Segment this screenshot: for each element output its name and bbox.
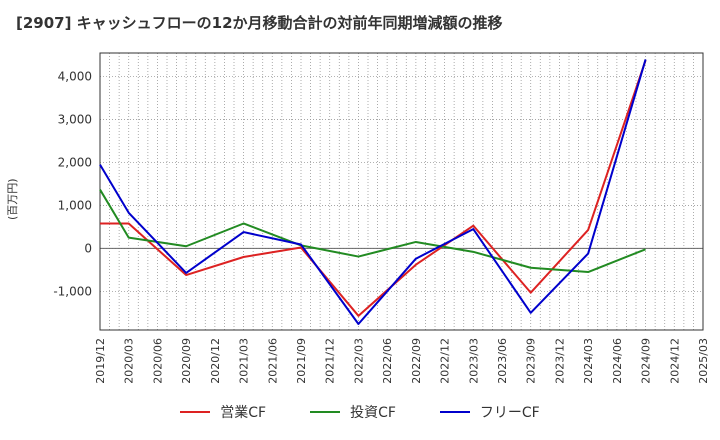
x-tick-label: 2023/09 (525, 338, 538, 384)
legend-swatch (439, 411, 470, 413)
x-tick-label: 2022/03 (352, 338, 365, 384)
legend-swatch (310, 411, 341, 413)
plot-svg: -1,000 0 1,000 2,000 3,000 4,000 2019/12 2020/0… (53, 52, 710, 384)
y-tick-label: -1,000 (53, 284, 92, 298)
legend: 営業CF 投資CF フリーCF (0, 402, 720, 422)
x-tick-label: 2024/12 (668, 338, 681, 384)
series-line (99, 189, 646, 274)
x-tick-label: 2024/06 (611, 338, 624, 384)
legend-swatch (180, 411, 211, 413)
x-tick-label: 2021/03 (238, 338, 251, 384)
x-tick-label: 2022/12 (439, 338, 452, 384)
x-tick-label: 2020/09 (180, 338, 193, 384)
y-tick-label: 3,000 (58, 113, 92, 127)
legend-item: 投資CF (310, 402, 396, 422)
x-tick-label: 2025/03 (697, 338, 710, 384)
x-tick-label: 2023/12 (553, 338, 566, 384)
series-line (100, 59, 647, 317)
chart-title: [2907] キャッシュフローの12か月移動合計の対前年同期増減額の推移 (16, 14, 503, 32)
x-tick-label: 2020/12 (209, 338, 222, 384)
x-tick-label: 2021/09 (295, 338, 308, 384)
x-tick-label: 2023/06 (496, 338, 509, 384)
x-tick-label: 2022/06 (381, 338, 394, 384)
x-tick-label: 2024/03 (582, 338, 595, 384)
legend-label: フリーCF (479, 405, 540, 421)
legend-label: 投資CF (350, 405, 396, 421)
x-tick-label: 2021/12 (324, 338, 337, 384)
x-tick-label: 2022/09 (410, 338, 423, 384)
x-tick-label: 2021/06 (266, 338, 279, 384)
y-tick-label: 1,000 (58, 198, 92, 212)
plot-area (100, 53, 703, 330)
legend-item: 営業CF (180, 402, 266, 422)
x-tick-label: 2020/06 (151, 338, 164, 384)
x-tick-label: 2019/12 (94, 338, 107, 384)
x-tick-label: 2023/03 (467, 338, 480, 384)
legend-item: フリーCF (439, 402, 540, 422)
legend-label: 営業CF (220, 405, 267, 421)
x-tick-label: 2024/09 (640, 338, 653, 384)
y-tick-label: 0 (84, 241, 92, 255)
series-line (99, 59, 647, 325)
y-tick-label: 2,000 (58, 156, 92, 170)
x-tick-label: 2020/03 (123, 338, 136, 384)
y-tick-label: 4,000 (58, 70, 92, 84)
